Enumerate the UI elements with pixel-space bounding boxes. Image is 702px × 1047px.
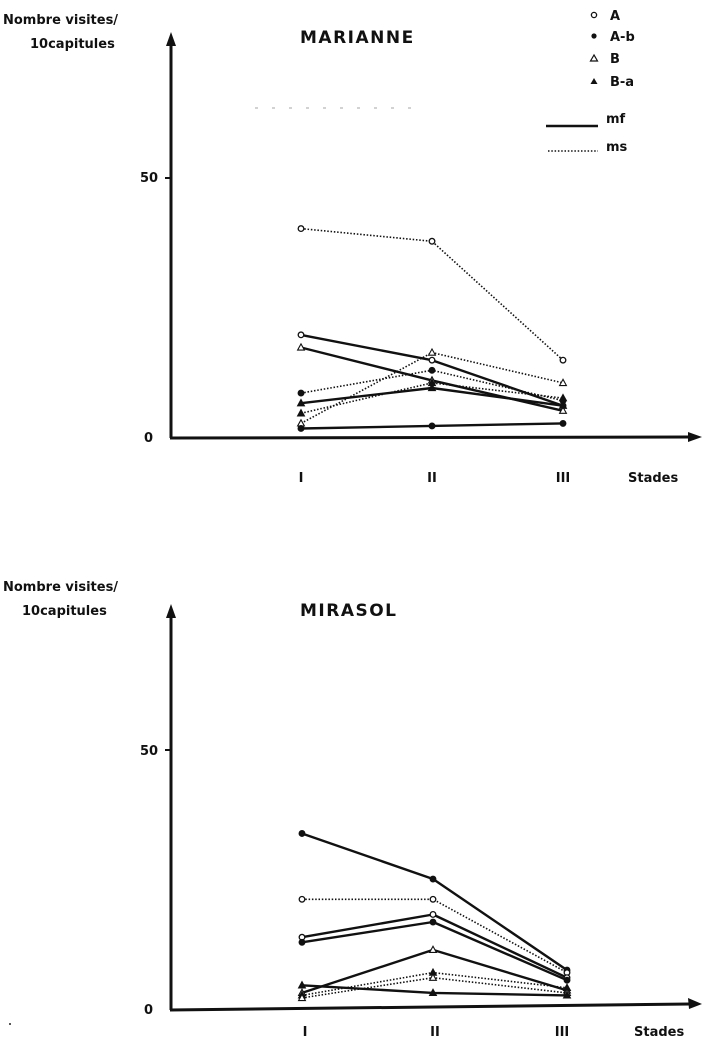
x-tick-label-III: III: [556, 471, 571, 486]
x-tick-label-II: II: [430, 1025, 440, 1040]
legend: A A-b B B-a mf ms: [546, 9, 635, 155]
legend-filled-triangle-icon: [590, 78, 598, 84]
data-point-a-b-mf-stage-III: [563, 976, 571, 984]
y-axis-arrow: [166, 32, 176, 46]
data-point-a-b-mf-stage-I: [298, 830, 306, 837]
x-axis-arrow: [688, 998, 702, 1009]
y-tick-label-0: 0: [144, 431, 153, 446]
data-point-b-a-mf-stage-II: [427, 383, 437, 392]
data-point-a-ms-stage-I: [298, 895, 306, 903]
legend-open-triangle-icon: [589, 53, 599, 62]
data-point-b-ms-stage-III: [558, 378, 568, 387]
x-axis: [169, 1002, 691, 1012]
data-point-a-b-mf-stage-III: [559, 419, 567, 427]
series-line-a-ms: [302, 898, 568, 974]
data-point-a-ms-stage-I: [297, 225, 305, 233]
chart-title: MARIANNE: [300, 28, 415, 48]
data-point-a-b-mf-stage-II: [428, 422, 436, 430]
data-point-b-a-mf-stage-III: [558, 400, 568, 409]
x-axis: [169, 435, 691, 440]
data-point-a-mf-stage-I: [297, 331, 305, 339]
data-point-b-mf-stage-I: [296, 342, 306, 351]
x-axis-arrow: [688, 432, 702, 442]
series-line-a-ms: [300, 227, 564, 361]
data-point-b-ms-stage-II: [428, 972, 438, 981]
x-tick-label-I: I: [303, 1025, 308, 1040]
data-point-b-a-ms-stage-II: [427, 378, 437, 387]
data-point-b-mf-stage-II: [428, 945, 438, 954]
y-axis-label-line2: 10capitules: [30, 37, 115, 52]
scan-speck: [9, 1023, 11, 1025]
x-axis-label: Stades: [628, 471, 678, 486]
series-group: [297, 830, 572, 1002]
data-point-a-b-ms-stage-II: [428, 366, 436, 374]
legend-filled-circle-icon: [591, 33, 597, 39]
y-tick-label-0: 0: [144, 1003, 153, 1018]
x-tick-label-II: II: [427, 471, 437, 486]
data-point-b-a-ms-stage-III: [558, 393, 568, 402]
legend-label-ms: ms: [606, 140, 628, 155]
data-point-a-b-mf-stage-II: [429, 875, 437, 883]
data-point-a-ms-stage-II: [429, 895, 437, 903]
chart-title: MIRASOL: [300, 601, 398, 621]
y-axis-arrow: [166, 604, 176, 618]
data-point-b-a-mf-stage-III: [562, 990, 572, 999]
x-axis-label: Stades: [634, 1025, 684, 1040]
data-point-a-b-mf-stage-II: [429, 918, 437, 926]
y-tick-label-50: 50: [140, 171, 158, 186]
legend-open-circle-icon: [590, 11, 598, 19]
data-point-b-ms-stage-I: [297, 993, 307, 1002]
x-tick-label-III: III: [555, 1025, 570, 1040]
data-point-a-mf-stage-II: [428, 356, 436, 364]
chart-marianne: Nombre visites/ 10capitules MARIANNE 50 …: [3, 9, 702, 486]
data-point-a-b-mf-stage-I: [298, 938, 306, 946]
legend-label-mf: mf: [606, 112, 626, 127]
legend-label-A: A: [610, 9, 620, 24]
y-tick-label-50: 50: [140, 744, 158, 759]
data-point-b-a-ms-stage-I: [296, 408, 306, 417]
chart-mirasol: Nombre visites/ 10capitules MIRASOL 50 0…: [3, 580, 702, 1040]
y-axis-label-line1: Nombre visites/: [3, 13, 118, 28]
legend-label-B-a: B-a: [610, 75, 634, 90]
data-point-a-mf-stage-II: [429, 911, 437, 918]
legend-label-A-b: A-b: [610, 30, 635, 45]
y-axis-label-line2: 10capitules: [22, 604, 107, 619]
data-point-a-ms-stage-III: [559, 356, 567, 364]
data-point-b-a-mf-stage-II: [428, 988, 438, 997]
y-axis-label-line1: Nombre visites/: [3, 580, 118, 595]
data-point-a-ms-stage-II: [428, 237, 436, 245]
data-point-a-b-ms-stage-I: [297, 389, 305, 397]
data-point-b-a-mf-stage-I: [297, 980, 307, 989]
x-tick-label-I: I: [299, 471, 304, 486]
data-point-b-a-mf-stage-I: [296, 398, 306, 407]
data-point-b-ms-stage-II: [427, 347, 437, 356]
series-group: [296, 225, 568, 432]
series-line-b-a-ms: [300, 382, 564, 415]
data-point-a-b-mf-stage-I: [297, 425, 305, 432]
data-point-b-mf-stage-III: [558, 406, 568, 414]
legend-label-B: B: [610, 52, 620, 67]
